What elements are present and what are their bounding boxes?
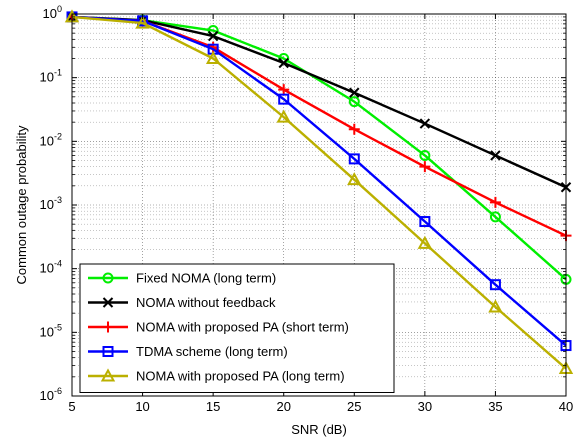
legend-label: NOMA without feedback	[136, 295, 276, 310]
data-point	[419, 216, 431, 228]
legend-item: NOMA with proposed PA (short term)	[88, 320, 349, 335]
data-point	[417, 235, 433, 249]
x-tick-label: 25	[347, 399, 361, 414]
data-point	[419, 118, 431, 129]
y-tick-label: 10-2	[40, 131, 62, 148]
axis-ticks	[71, 13, 567, 397]
data-point	[348, 153, 360, 165]
x-tick-label: 15	[206, 399, 220, 414]
y-axis-label: Common outage probability	[14, 125, 29, 284]
series-layer	[64, 9, 574, 375]
legend-label: TDMA scheme (long term)	[136, 344, 288, 359]
y-tick-label: 100	[43, 4, 62, 21]
data-point	[349, 87, 360, 98]
legend-swatch-marker	[102, 297, 114, 308]
y-tick-label: 10-1	[40, 68, 62, 85]
legend-swatch-marker	[100, 368, 116, 382]
legend-item: NOMA without feedback	[88, 295, 276, 310]
data-point	[276, 109, 291, 123]
series-line	[71, 15, 567, 370]
series-line	[71, 15, 567, 347]
x-tick-label: 35	[488, 399, 502, 414]
x-tick-labels: 5 10 15 20 25 30 35 40	[68, 399, 573, 414]
legend-label: Fixed NOMA (long term)	[136, 271, 276, 286]
data-point	[348, 96, 360, 108]
data-point	[419, 149, 431, 161]
data-point	[490, 150, 501, 161]
data-point	[347, 172, 362, 186]
y-tick-label: 10-4	[40, 259, 62, 276]
x-tick-label: 10	[135, 399, 149, 414]
data-point	[489, 211, 501, 223]
data-point	[489, 279, 501, 291]
y-tick-label: 10-3	[40, 195, 62, 212]
data-point	[135, 15, 150, 29]
data-point	[278, 84, 290, 96]
x-tick-label: 30	[418, 399, 432, 414]
legend-item: TDMA scheme (long term)	[88, 344, 288, 359]
data-point	[348, 123, 360, 135]
x-tick-label: 20	[276, 399, 290, 414]
y-tick-label: 10-6	[40, 386, 62, 403]
data-point	[488, 299, 503, 313]
legend: Fixed NOMA (long term) NOMA without feedb…	[79, 263, 395, 393]
legend-swatch-marker	[102, 321, 114, 333]
legend-label: NOMA with proposed PA (long term)	[136, 369, 345, 384]
data-point	[205, 50, 221, 65]
y-tick-label: 10-5	[40, 322, 62, 339]
series-line	[71, 15, 567, 189]
series-2	[66, 11, 572, 193]
x-tick-label: 5	[68, 399, 75, 414]
legend-box	[79, 263, 395, 393]
x-axis-label: SNR (dB)	[291, 422, 347, 437]
data-point	[207, 30, 219, 42]
x-tick-label: 40	[559, 399, 573, 414]
legend-swatch-marker	[102, 272, 114, 284]
legend-swatch-marker	[102, 346, 114, 357]
y-tick-labels: 100 10-1 10-2 10-3 10-4 10-5 10-6	[40, 4, 62, 403]
legend-label: NOMA with proposed PA (short term)	[136, 320, 349, 335]
legend-item: Fixed NOMA (long term)	[88, 271, 276, 286]
data-point	[419, 161, 431, 173]
data-point	[489, 196, 501, 208]
data-point	[278, 93, 290, 105]
legend-item: NOMA with proposed PA (long term)	[88, 368, 345, 384]
series-4	[66, 11, 572, 352]
data-point	[278, 57, 289, 69]
